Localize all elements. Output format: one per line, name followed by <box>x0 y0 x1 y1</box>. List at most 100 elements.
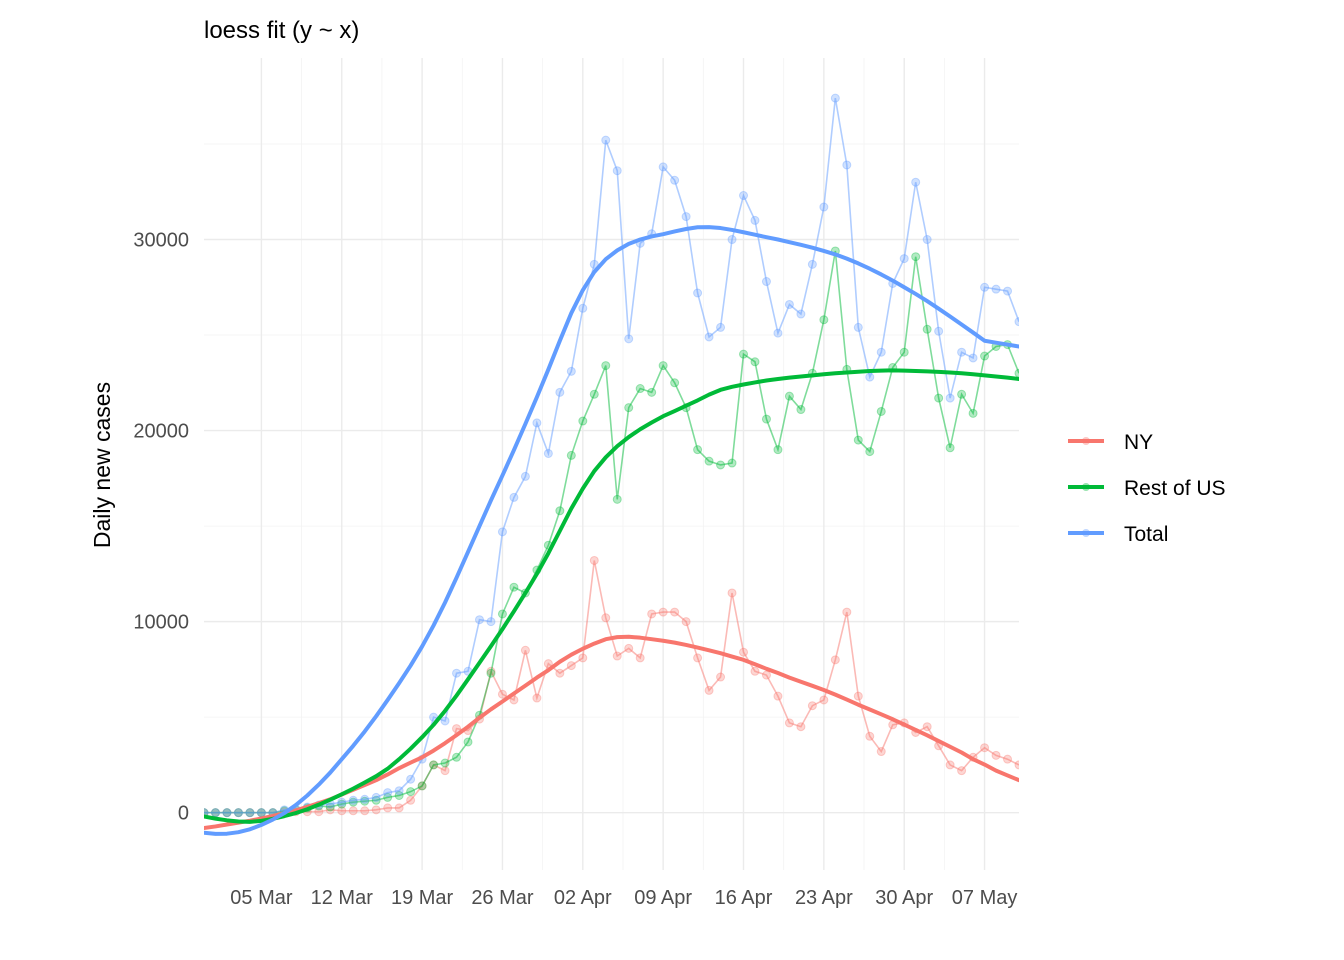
data-point-total <box>853 322 863 332</box>
data-point-rest-of-us <box>509 582 519 592</box>
data-point-rest-of-us <box>406 787 416 797</box>
data-point-rest-of-us <box>911 252 921 262</box>
data-point-rest-of-us <box>589 389 599 399</box>
data-point-total <box>589 259 599 269</box>
data-point-ny <box>739 647 749 657</box>
data-point-ny <box>601 613 611 623</box>
data-point-total <box>945 393 955 403</box>
data-point-ny <box>543 659 553 669</box>
data-point-total <box>761 277 771 287</box>
data-point-ny <box>761 670 771 680</box>
data-point-ny <box>716 672 726 682</box>
data-point-rest-of-us <box>429 760 439 770</box>
data-point-rest-of-us <box>761 414 771 424</box>
data-point-ny <box>371 805 381 815</box>
data-point-rest-of-us <box>555 506 565 516</box>
x-tick-label: 23 Apr <box>795 887 853 909</box>
x-axis-ticks: 05 Mar 12 Mar 19 Mar 26 Mar 02 Apr 09 Apr 16 A… <box>230 887 1017 909</box>
data-point-total <box>233 808 243 818</box>
data-point-rest-of-us <box>899 347 909 357</box>
data-point-total <box>543 448 553 458</box>
data-point-rest-of-us <box>922 324 932 334</box>
data-point-rest-of-us <box>739 349 749 359</box>
data-point-total <box>784 299 794 309</box>
data-point-rest-of-us <box>968 408 978 418</box>
y-axis-title: Daily new cases <box>89 382 115 548</box>
data-point-ny <box>957 766 967 776</box>
data-point-total <box>911 177 921 187</box>
data-point-total <box>532 418 542 428</box>
y-axis-ticks: 0 10000 20000 30000 <box>133 230 189 825</box>
data-point-rest-of-us <box>601 361 611 371</box>
data-point-ny <box>497 689 507 699</box>
data-point-rest-of-us <box>497 609 507 619</box>
data-point-ny <box>876 747 886 757</box>
data-point-ny <box>980 743 990 753</box>
data-point-ny <box>670 607 680 617</box>
data-point-total <box>440 716 450 726</box>
chart-title: loess fit (y ~ x) <box>204 17 359 44</box>
data-point-total <box>957 347 967 357</box>
raw-line-total <box>204 97 1019 814</box>
data-point-ny <box>991 750 1001 760</box>
data-point-rest-of-us <box>796 405 806 415</box>
data-point-total <box>383 788 393 798</box>
data-point-ny <box>807 701 817 711</box>
x-tick-label: 05 Mar <box>230 887 293 909</box>
data-point-ny <box>945 760 955 770</box>
data-point-total <box>256 808 266 818</box>
data-point-total <box>555 387 565 397</box>
data-point-rest-of-us <box>578 416 588 426</box>
y-tick-label: 0 <box>178 803 189 825</box>
data-point-rest-of-us <box>417 781 427 791</box>
data-point-rest-of-us <box>440 758 450 768</box>
data-point-ny <box>624 643 634 653</box>
data-point-rest-of-us <box>716 460 726 470</box>
data-point-total <box>670 175 680 185</box>
data-point-total <box>922 235 932 245</box>
data-point-ny <box>406 795 416 805</box>
data-point-total <box>394 786 404 796</box>
data-point-rest-of-us <box>693 445 703 455</box>
data-point-rest-of-us <box>566 450 576 460</box>
data-point-ny <box>922 722 932 732</box>
data-point-total <box>899 254 909 264</box>
data-point-total <box>452 668 462 678</box>
data-point-ny <box>853 691 863 701</box>
data-point-ny <box>394 803 404 813</box>
data-point-ny <box>647 609 657 619</box>
data-point-total <box>1003 286 1013 296</box>
x-tick-label: 19 Mar <box>391 887 454 909</box>
data-point-total <box>727 235 737 245</box>
data-point-total <box>371 792 381 802</box>
data-point-total <box>658 162 668 172</box>
data-point-total <box>360 794 370 804</box>
data-point-rest-of-us <box>957 389 967 399</box>
legend-label-rest-of-us: Rest of US <box>1124 477 1226 500</box>
data-point-total <box>876 347 886 357</box>
data-point-ny <box>360 806 370 816</box>
data-point-total <box>739 191 749 201</box>
legend: NY Rest of US Total <box>1068 431 1226 546</box>
data-point-rest-of-us <box>853 435 863 445</box>
series-layer <box>204 93 1019 836</box>
data-point-ny <box>348 806 358 816</box>
data-point-total <box>612 166 622 176</box>
data-point-ny <box>842 607 852 617</box>
x-tick-label: 02 Apr <box>554 887 612 909</box>
data-point-total <box>991 284 1001 294</box>
data-point-total <box>578 303 588 313</box>
data-point-rest-of-us <box>463 737 473 747</box>
data-point-rest-of-us <box>704 456 714 466</box>
data-point-rest-of-us <box>612 494 622 504</box>
data-point-total <box>1014 317 1019 327</box>
data-point-total <box>750 215 760 225</box>
data-point-ny <box>383 803 393 813</box>
data-point-total <box>348 795 358 805</box>
data-point-ny <box>440 766 450 776</box>
data-point-rest-of-us <box>750 357 760 367</box>
data-point-total <box>980 282 990 292</box>
data-point-rest-of-us <box>1014 368 1019 378</box>
legend-key-point-total <box>1082 529 1090 537</box>
data-point-total <box>830 93 840 103</box>
